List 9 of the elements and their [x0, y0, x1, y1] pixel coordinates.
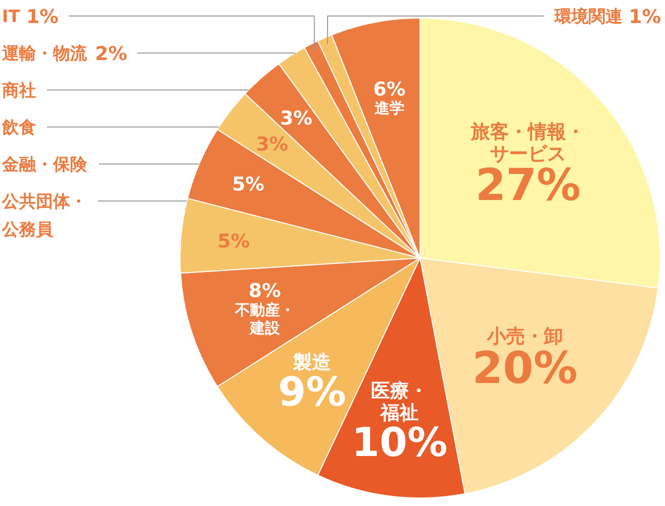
- slice-label: 公共団体・公務員: [1, 192, 87, 240]
- slice-label: 飲食: [1, 118, 36, 138]
- data-label: 1%: [628, 6, 661, 28]
- slice-label: 金融・保険: [1, 155, 88, 175]
- slice-label: IT: [2, 7, 20, 27]
- slice-label: 環境関連: [554, 7, 623, 27]
- data-label: 2%: [95, 43, 128, 65]
- data-label: 1%: [26, 6, 59, 28]
- slice-label: 商社: [1, 81, 36, 101]
